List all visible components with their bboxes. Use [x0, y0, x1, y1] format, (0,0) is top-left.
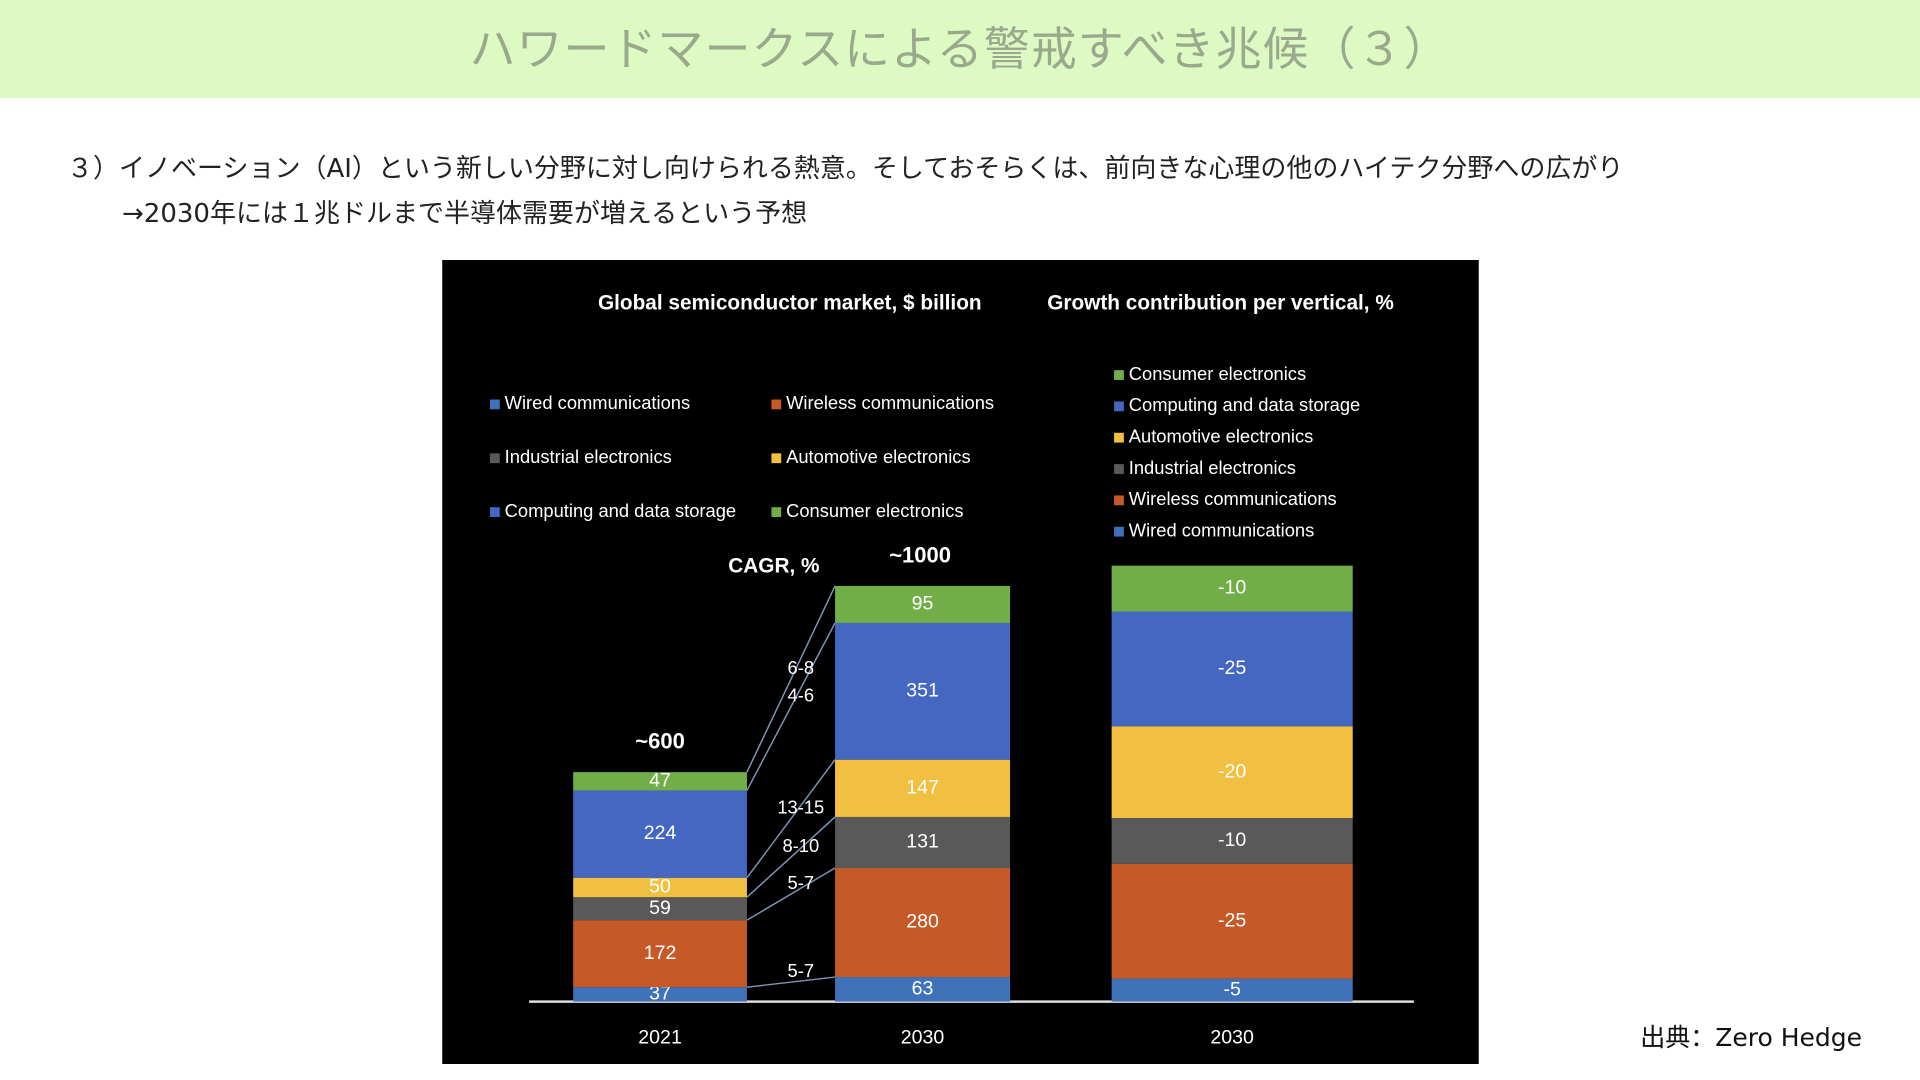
bar-segment	[573, 987, 747, 1002]
legend-label: Consumer electronics	[1129, 363, 1306, 384]
value-label: 351	[906, 679, 939, 701]
bar-segment	[835, 622, 1011, 760]
bar-segment	[1111, 726, 1353, 819]
cagr-connector	[746, 816, 836, 898]
value-label: -25	[1218, 657, 1246, 679]
legend-swatch	[1114, 370, 1124, 380]
legend-label: Industrial electronics	[1129, 457, 1296, 478]
legend-label: Wired communications	[505, 392, 691, 413]
value-label: 50	[649, 876, 671, 898]
cagr-connector	[746, 867, 836, 921]
cagr-label: 4-6	[788, 685, 815, 706]
bar-segment	[1111, 818, 1353, 864]
value-label: 172	[644, 942, 677, 964]
legend-label: Automotive electronics	[786, 446, 971, 467]
value-label: 59	[649, 897, 671, 919]
legend-label: Automotive electronics	[1129, 426, 1314, 447]
bar-segment	[1111, 565, 1353, 612]
bar-segment	[835, 759, 1011, 817]
legend-swatch	[489, 453, 500, 464]
bar-segment	[835, 816, 1011, 868]
legend-label: Computing and data storage	[505, 500, 736, 521]
value-label: 95	[912, 593, 934, 615]
cagr-label: 5-7	[788, 872, 815, 893]
value-label: -10	[1218, 577, 1246, 599]
value-label: -25	[1218, 909, 1246, 931]
legend-swatch	[771, 399, 782, 410]
value-label: 47	[649, 769, 671, 791]
legend-swatch	[1114, 526, 1124, 537]
value-label: 63	[912, 977, 934, 999]
legend-label: Consumer electronics	[786, 500, 963, 521]
legend-swatch	[489, 399, 500, 410]
bar-segment	[835, 585, 1011, 623]
legend-label: Industrial electronics	[505, 446, 672, 467]
x-tick-label: 2030	[1210, 1026, 1254, 1048]
cagr-label: 8-10	[782, 835, 819, 856]
value-label: -10	[1218, 829, 1246, 851]
cagr-label: 6-8	[788, 657, 815, 678]
legend-label: Wireless communications	[786, 392, 994, 413]
bar-segment	[835, 867, 1011, 978]
value-label: 131	[906, 831, 939, 853]
legend-swatch	[489, 507, 500, 517]
value-label: -5	[1223, 978, 1241, 1000]
cagr-title: CAGR, %	[728, 555, 819, 578]
chart-title: Growth contribution per vertical, %	[1047, 292, 1394, 315]
chart-title: Global semiconductor market, $ billion	[598, 292, 982, 315]
source: 出典：Zero Hedge	[1640, 1023, 1862, 1052]
bar-segment	[573, 877, 747, 898]
cagr-connector	[746, 759, 836, 879]
legend-swatch	[771, 453, 782, 464]
bar-segment	[1111, 978, 1353, 1002]
bar-segment	[835, 977, 1011, 1002]
value-label: 280	[906, 911, 939, 933]
legend-swatch	[1114, 401, 1124, 412]
x-tick-label: 2021	[638, 1026, 682, 1048]
legend-swatch	[1114, 495, 1124, 506]
legend-label: Wireless communications	[1129, 488, 1337, 509]
value-label: -20	[1218, 760, 1246, 782]
value-label: 224	[644, 822, 677, 844]
legend-label: Wired communications	[1129, 520, 1315, 541]
bar-segment	[573, 897, 747, 921]
bar-segment	[573, 790, 747, 878]
bar-segment	[573, 772, 747, 791]
legend-swatch	[771, 507, 782, 517]
header: ハワードマークスによる警戒すべき兆候（３）	[0, 0, 1920, 98]
total-label: ~1000	[889, 542, 951, 567]
bar-segment	[573, 920, 747, 988]
cagr-connector	[746, 585, 836, 773]
body-line: →2030年には１兆ドルまで半導体需要が増えるという予想	[122, 199, 808, 229]
legend-label: Computing and data storage	[1129, 394, 1360, 415]
legend-swatch	[1114, 432, 1124, 443]
bar-segment	[1111, 611, 1353, 727]
bar-segment	[1111, 863, 1353, 979]
total-label: ~600	[635, 729, 685, 754]
body-line: ３）イノベーション（AI）という新しい分野に対し向けられる熱意。そしておそらくは…	[67, 154, 1624, 184]
legend-swatch	[1114, 464, 1124, 474]
cagr-connector	[746, 622, 836, 791]
value-label: 147	[906, 776, 939, 798]
x-tick-label: 2030	[901, 1026, 945, 1048]
cagr-label: 5-7	[788, 960, 815, 981]
value-label: 37	[649, 983, 671, 1005]
cagr-label: 13-15	[777, 797, 824, 818]
chart: Global semiconductor market, $ billion 37…	[442, 260, 1479, 1064]
cagr-connector	[746, 976, 836, 988]
slide-title: ハワードマークスによる警戒すべき兆候（３）	[469, 22, 1451, 76]
